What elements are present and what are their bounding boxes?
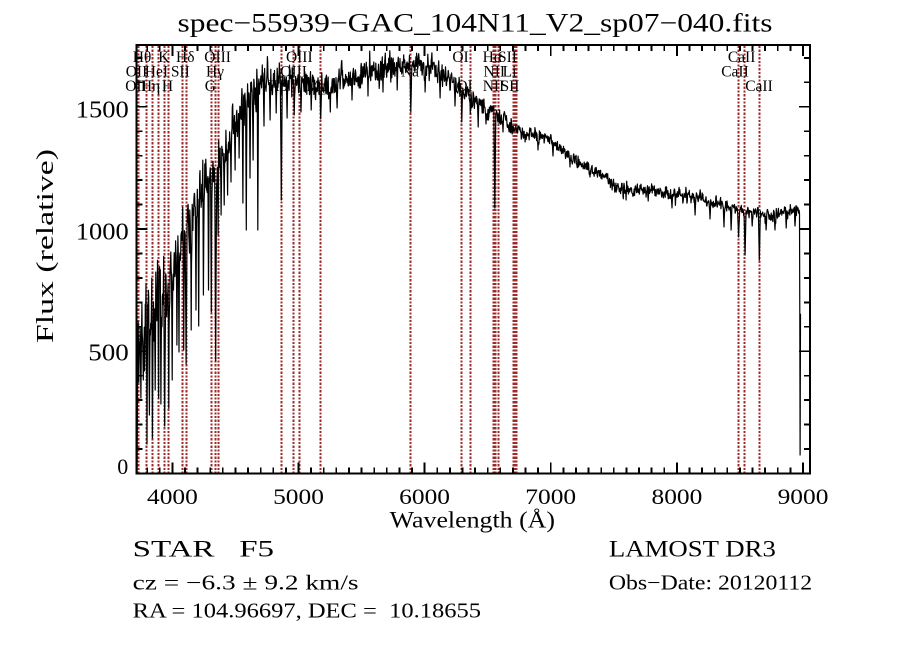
svg-text:6000: 6000 [399,484,450,509]
svg-text:NII: NII [484,64,506,81]
svg-text:Hθ: Hθ [133,49,152,66]
svg-text:OI: OI [452,49,468,66]
svg-text:8000: 8000 [652,484,703,509]
svg-text:Hα: Hα [483,49,502,66]
svg-text:spec−55939−GAC_104N11_V2_sp07−: spec−55939−GAC_104N11_V2_sp07−040.fits [178,9,773,38]
svg-text:4000: 4000 [147,484,198,509]
svg-text:CaII: CaII [728,49,756,66]
svg-text:CaII: CaII [745,78,773,95]
svg-text:OIII: OIII [280,64,307,81]
svg-text:H: H [162,78,173,95]
svg-text:OII: OII [125,78,147,95]
svg-text:Flux (relative): Flux (relative) [33,149,59,343]
svg-text:Li: Li [503,64,517,81]
svg-text:OI: OI [456,78,472,95]
svg-text:7000: 7000 [525,484,576,509]
svg-text:Hγ: Hγ [206,64,224,81]
svg-text:OIII: OIII [204,49,231,66]
svg-text:K: K [158,49,170,66]
svg-text:LAMOST DR3: LAMOST DR3 [609,536,776,561]
svg-text:Hδ: Hδ [176,49,195,66]
svg-text:OIII: OIII [286,49,313,66]
svg-text:Na: Na [401,64,419,81]
svg-text:Mg: Mg [306,78,328,95]
svg-text:9000: 9000 [778,484,829,509]
svg-text:Obs−Date: 20120112: Obs−Date: 20120112 [609,571,812,595]
svg-text:HeI: HeI [145,64,168,81]
svg-text:0: 0 [117,454,128,479]
svg-text:CaII: CaII [721,64,749,81]
svg-text:SII: SII [171,64,190,81]
svg-text:1000: 1000 [76,219,129,245]
svg-text:NII: NII [483,78,505,95]
svg-text:500: 500 [88,340,129,366]
svg-text:Hβ: Hβ [268,78,287,95]
svg-text:SII: SII [498,49,517,66]
svg-text:STAR F5: STAR F5 [133,537,274,562]
svg-text:SII: SII [501,78,520,95]
svg-text:Hη: Hη [141,78,160,95]
svg-text:cz = −6.3 ± 9.2 km/s: cz = −6.3 ± 9.2 km/s [133,571,359,595]
svg-text:OII: OII [126,64,148,81]
svg-text:1500: 1500 [76,97,129,123]
svg-text:5000: 5000 [273,484,324,509]
svg-text:Wavelength (Å): Wavelength (Å) [390,508,555,533]
svg-text:G: G [205,78,216,95]
svg-text:RA = 104.96697, DEC = 10.1865: RA = 104.96697, DEC = 10.18655 [133,598,481,622]
